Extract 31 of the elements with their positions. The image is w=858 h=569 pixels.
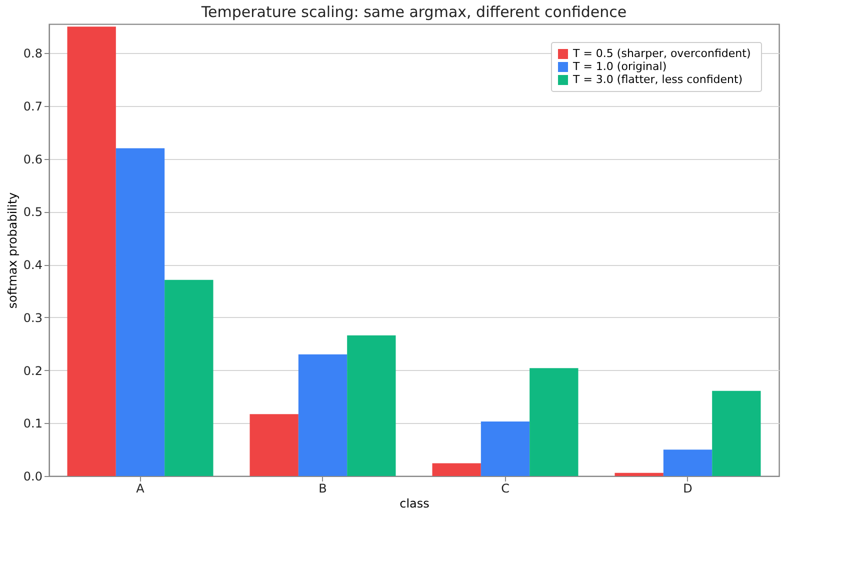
y-tick-label: 0.8 [23, 46, 42, 61]
x-tick-label: C [501, 482, 510, 496]
y-tick-label: 0.5 [23, 205, 42, 220]
y-axis-title: softmax probability [5, 192, 20, 309]
bar [614, 472, 664, 476]
legend-label: T = 1.0 (original) [572, 60, 667, 73]
x-tick-label: B [318, 482, 327, 496]
bar [67, 26, 116, 476]
bar [663, 450, 712, 476]
bar [347, 335, 396, 476]
y-tick-label: 0.3 [23, 310, 42, 325]
y-tick-label: 0.4 [23, 258, 42, 272]
legend-label: T = 0.5 (sharper, overconfident) [572, 47, 751, 60]
chart-title: Temperature scaling: same argmax, different confidence [200, 3, 627, 21]
bar [164, 280, 214, 476]
y-tick-label: 0.0 [23, 470, 42, 484]
bar [480, 422, 530, 476]
y-tick-label: 0.2 [23, 364, 42, 378]
x-axis-title: class [400, 496, 430, 510]
bar [712, 390, 761, 476]
bar [530, 368, 578, 476]
y-tick-label: 0.6 [23, 152, 42, 166]
bar [432, 463, 481, 476]
x-tick-label: A [136, 482, 146, 496]
y-tick-label: 0.7 [23, 99, 42, 114]
x-tick-label: D [683, 482, 692, 496]
bar [298, 354, 348, 476]
bar [116, 148, 165, 476]
y-tick-label: 0.1 [23, 416, 42, 431]
legend-label: T = 3.0 (flatter, less confident) [572, 73, 743, 86]
bar [250, 414, 298, 476]
